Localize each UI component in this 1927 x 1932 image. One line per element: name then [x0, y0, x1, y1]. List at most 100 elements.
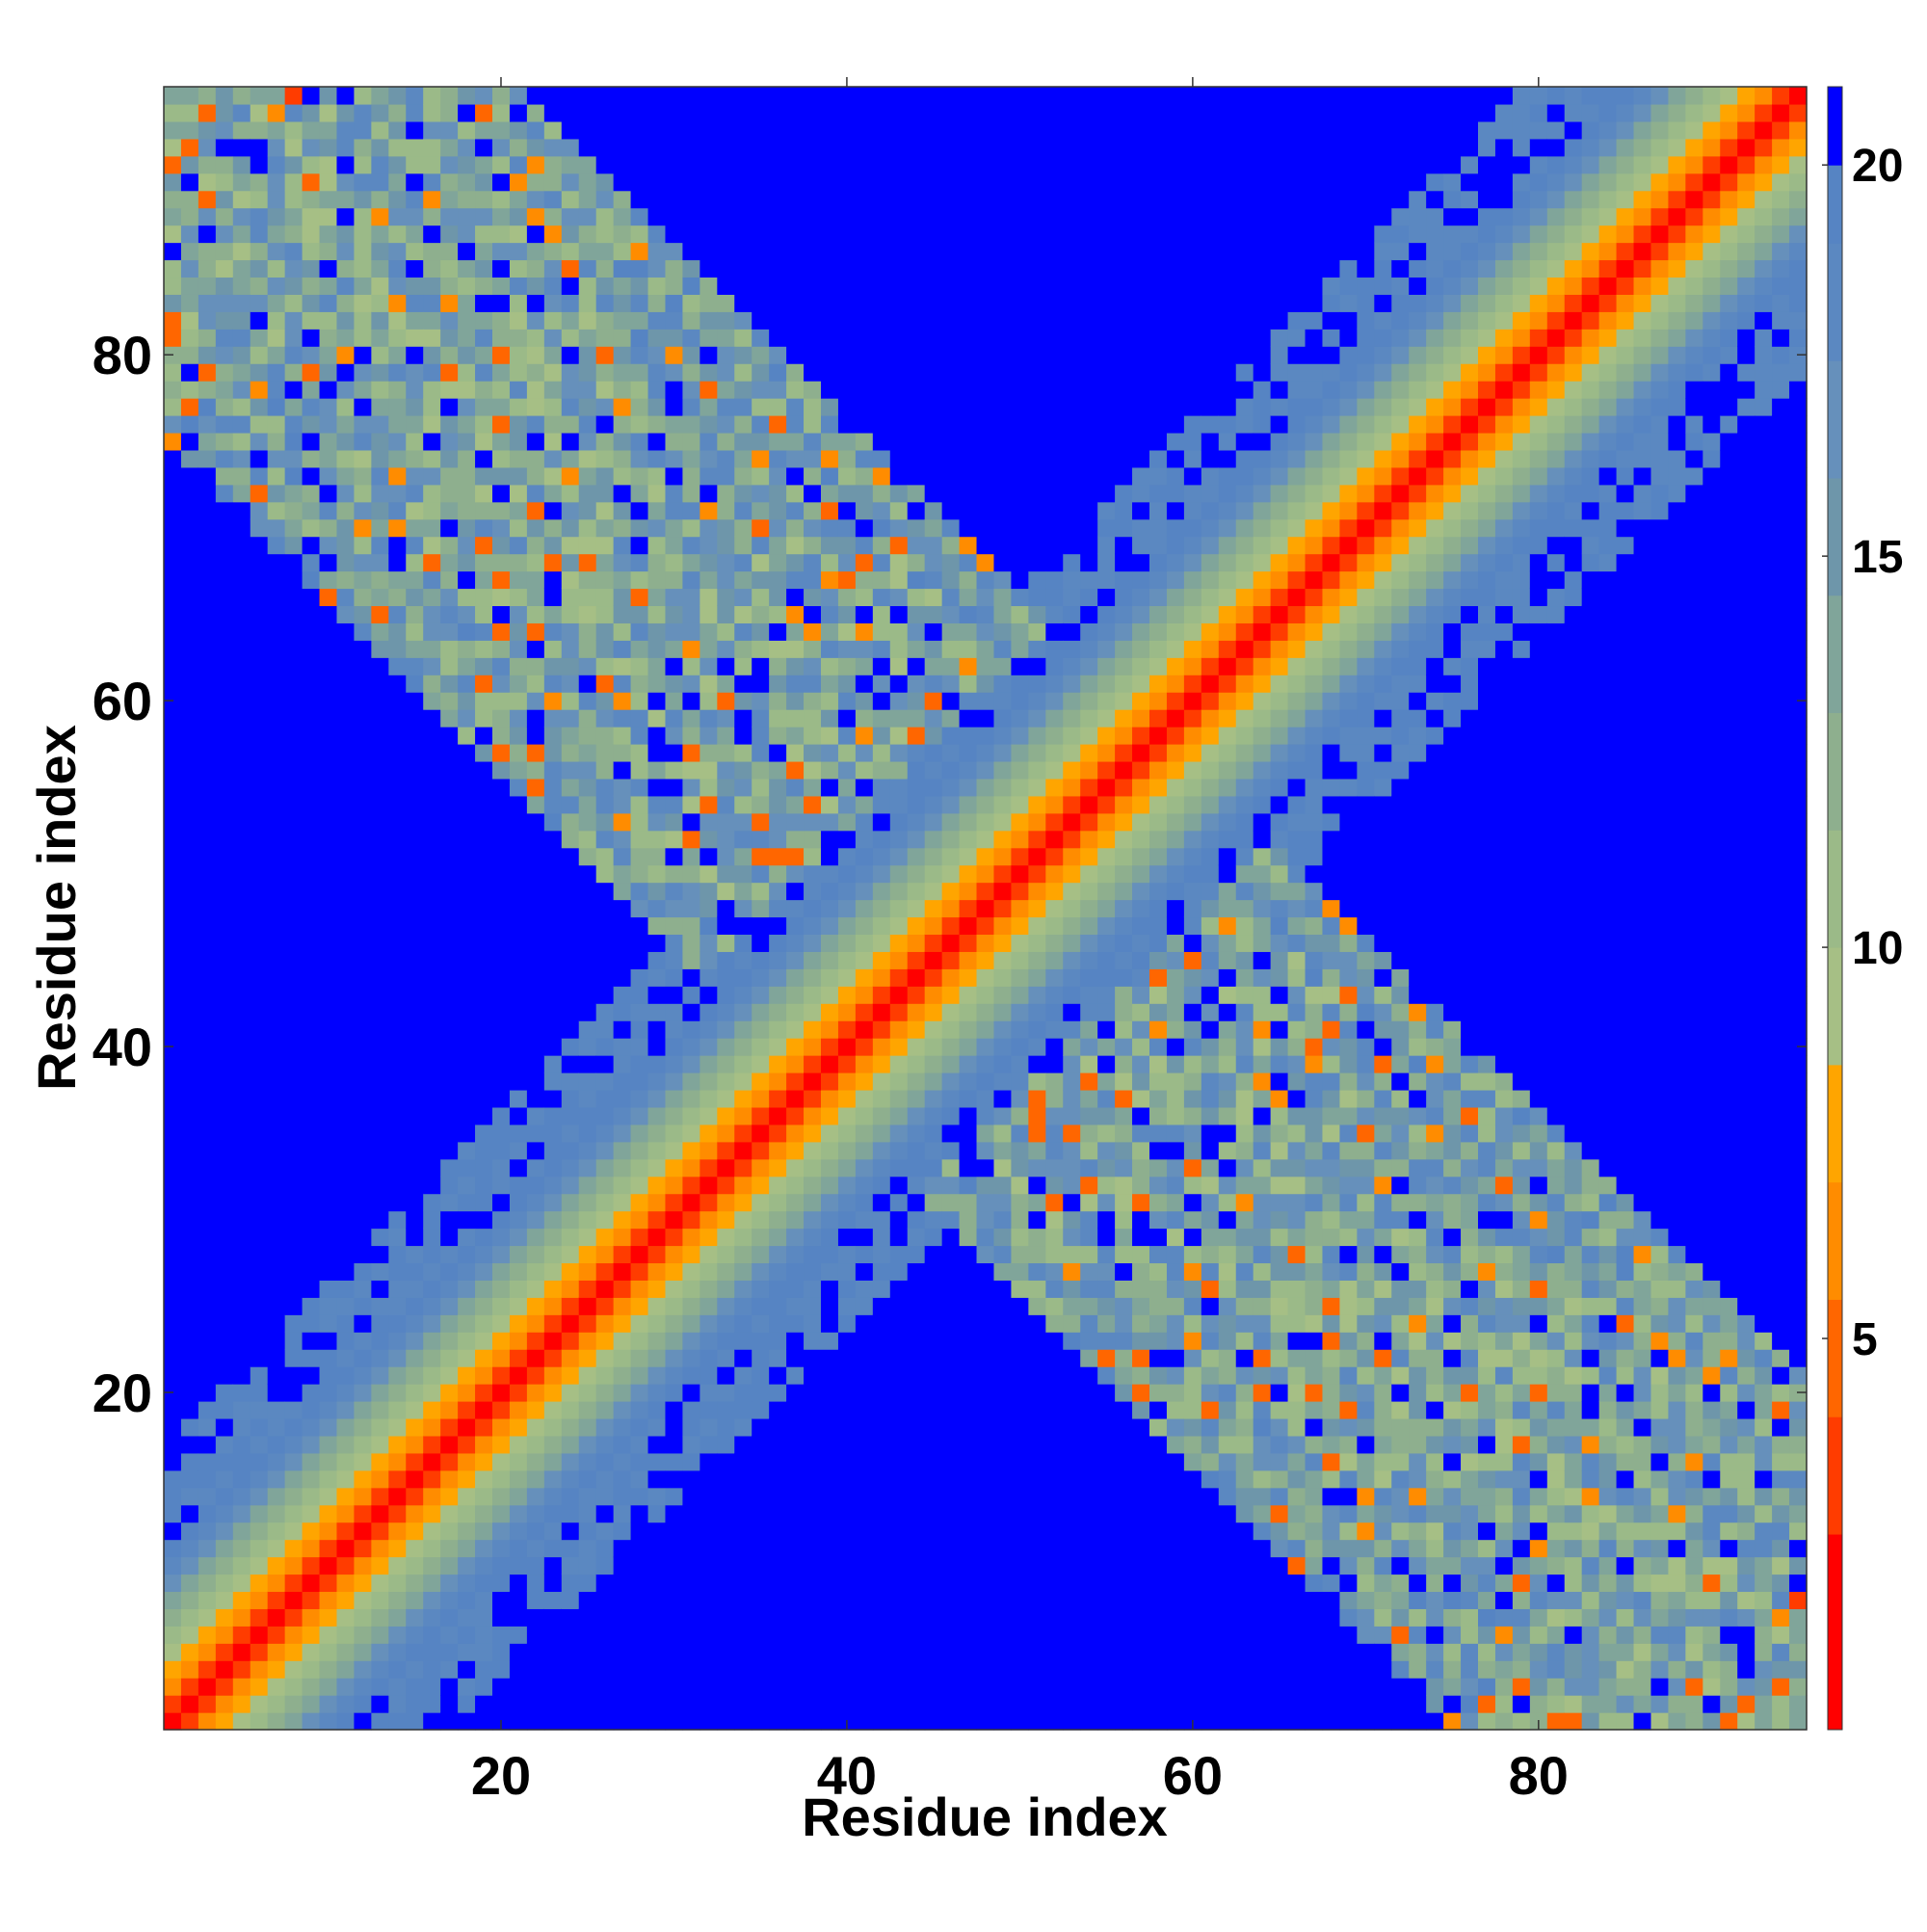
heatmap-cell	[752, 692, 770, 710]
heatmap-cell	[804, 190, 822, 209]
heatmap-cell	[804, 484, 822, 503]
heatmap-cell	[578, 709, 597, 728]
heatmap-cell	[630, 1469, 649, 1489]
heatmap-cell	[976, 882, 995, 901]
heatmap-cell	[665, 1695, 684, 1713]
heatmap-cell	[336, 1660, 356, 1679]
heatmap-cell	[613, 1504, 632, 1523]
heatmap-cell	[578, 484, 597, 503]
heatmap-cell	[475, 1556, 493, 1575]
heatmap-cell	[198, 778, 217, 797]
heatmap-cell	[561, 1522, 580, 1541]
heatmap-cell	[647, 727, 667, 745]
heatmap-cell	[700, 259, 718, 278]
heatmap-cell	[1045, 657, 1064, 675]
heatmap-cell	[440, 138, 459, 157]
heatmap-cell	[1063, 1314, 1081, 1333]
heatmap-cell	[458, 795, 476, 814]
heatmap-cell	[872, 1089, 891, 1108]
heatmap-cell	[492, 570, 511, 590]
heatmap-cell	[872, 675, 891, 693]
heatmap-cell	[180, 294, 199, 312]
heatmap-cell	[232, 864, 251, 884]
heatmap-cell	[959, 294, 978, 312]
heatmap-cell	[302, 640, 321, 658]
heatmap-cell	[821, 1695, 839, 1713]
heatmap-cell	[717, 1695, 735, 1713]
heatmap-cell	[941, 882, 961, 901]
heatmap-cell	[889, 1452, 909, 1471]
heatmap-cell	[1063, 1712, 1081, 1731]
heatmap-cell	[180, 622, 199, 641]
heatmap-cell	[492, 1660, 511, 1679]
heatmap-cell	[837, 1522, 857, 1541]
heatmap-cell	[509, 518, 528, 538]
heatmap-cell	[872, 415, 891, 434]
heatmap-cell	[976, 570, 995, 590]
heatmap-cell	[717, 1262, 735, 1281]
heatmap-cell	[595, 847, 615, 866]
heatmap-cell	[907, 1193, 926, 1212]
heatmap-cell	[543, 172, 563, 192]
heatmap-cell	[855, 864, 874, 884]
heatmap-cell	[215, 346, 234, 364]
heatmap-cell	[354, 103, 372, 122]
heatmap-cell	[354, 381, 372, 399]
heatmap-cell	[388, 622, 407, 641]
heatmap-cell	[336, 242, 356, 261]
heatmap-cell	[458, 277, 476, 295]
heatmap-cell	[458, 1141, 476, 1160]
heatmap-cell	[595, 120, 615, 140]
heatmap-cell	[526, 259, 545, 278]
heatmap-cell	[578, 155, 597, 174]
heatmap-cell	[267, 1332, 286, 1350]
heatmap-cell	[371, 1591, 389, 1609]
heatmap-cell	[924, 1660, 943, 1679]
heatmap-cell	[907, 1384, 926, 1402]
heatmap-cell	[458, 501, 476, 520]
heatmap-cell	[250, 1089, 269, 1108]
heatmap-cell	[647, 934, 667, 952]
heatmap-cell	[907, 1574, 926, 1593]
heatmap-cell	[734, 1089, 752, 1108]
heatmap-cell	[1011, 1314, 1029, 1333]
heatmap-cell	[804, 1124, 822, 1143]
heatmap-cell	[976, 692, 995, 710]
heatmap-cell	[889, 1539, 909, 1558]
heatmap-cell	[232, 1089, 251, 1108]
heatmap-cell	[267, 1297, 286, 1315]
heatmap-cell	[1045, 899, 1064, 918]
heatmap-cell	[769, 934, 787, 952]
heatmap-cell	[336, 1314, 356, 1333]
heatmap-cell	[1011, 864, 1029, 884]
heatmap-cell	[302, 1522, 321, 1541]
heatmap-cell	[302, 899, 321, 918]
heatmap-cell	[406, 1678, 424, 1696]
heatmap-cell	[578, 692, 597, 710]
heatmap-cell	[509, 1245, 528, 1264]
heatmap-cell	[388, 1245, 407, 1264]
heatmap-cell	[509, 294, 528, 312]
heatmap-cell	[1045, 1332, 1064, 1350]
heatmap-cell	[907, 760, 926, 780]
heatmap-cell	[786, 1314, 805, 1333]
heatmap-cell	[993, 398, 1013, 416]
heatmap-cell	[734, 381, 752, 399]
heatmap-cell	[752, 87, 770, 105]
heatmap-cell	[509, 432, 528, 451]
heatmap-cell	[855, 640, 874, 658]
heatmap-cell	[872, 1643, 891, 1661]
heatmap-cell	[1011, 812, 1029, 832]
heatmap-cell	[665, 501, 684, 520]
heatmap-cell	[1045, 1055, 1064, 1073]
heatmap-cell	[319, 1626, 338, 1644]
heatmap-cell	[509, 1280, 528, 1298]
heatmap-cell	[700, 744, 718, 762]
heatmap-cell	[855, 778, 874, 797]
heatmap-cell	[509, 329, 528, 347]
heatmap-cell	[164, 415, 182, 434]
heatmap-cell	[941, 899, 961, 918]
heatmap-cell	[752, 1055, 770, 1073]
heatmap-cell	[1011, 830, 1029, 849]
heatmap-cell	[284, 1452, 304, 1471]
